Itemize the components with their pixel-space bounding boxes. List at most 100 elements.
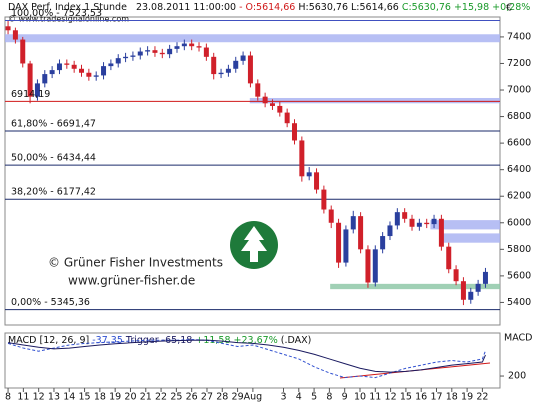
candle-body: [299, 140, 305, 177]
candle-body: [12, 30, 18, 40]
y-tick-label: 7200: [507, 58, 531, 69]
candle-body: [115, 58, 121, 64]
candle-body: [108, 63, 114, 67]
macd-panel: [4, 332, 501, 389]
candle-body: [174, 46, 180, 49]
candle-body: [350, 216, 356, 230]
macd-change: +11,58 +23,67%: [195, 335, 277, 346]
x-tick-label: 11: [369, 392, 381, 403]
zone: [249, 97, 500, 104]
x-tick-label: 12: [33, 392, 45, 403]
candle-body: [336, 222, 342, 263]
x-tick-label: Aug: [244, 392, 263, 403]
candle-body: [394, 212, 400, 226]
logo: [230, 221, 278, 269]
y-tick-label: 5400: [507, 297, 531, 308]
candle-body: [56, 63, 62, 71]
x-tick-label: 20: [124, 392, 136, 403]
x-tick-label: 29: [232, 392, 244, 403]
x-tick-label: 19: [109, 392, 121, 403]
candle-body: [306, 172, 312, 177]
x-tick-label: 19: [461, 392, 473, 403]
x-tick-label: 15: [400, 392, 412, 403]
candle-body: [431, 218, 437, 225]
candle-body: [27, 63, 33, 97]
candle-body: [34, 83, 40, 97]
y-tick-label: 6000: [507, 217, 531, 228]
candle-body: [167, 48, 173, 55]
quote-open: - O:5614,66: [239, 2, 295, 13]
candle-body: [402, 212, 408, 219]
x-tick-label: 5: [311, 392, 317, 403]
candle-body: [343, 229, 349, 263]
candle-body: [233, 60, 239, 69]
macd-axis-label: MACD: [504, 333, 532, 344]
candle-body: [49, 70, 55, 75]
zone: [5, 34, 500, 43]
zone: [330, 283, 500, 290]
candle-body: [475, 283, 481, 292]
candle-body: [145, 50, 151, 52]
x-tick-label: 12: [385, 392, 397, 403]
candle-body: [453, 269, 459, 282]
watermark: www.grüner-fisher.de: [68, 274, 195, 288]
candle-body: [152, 50, 158, 53]
symbol: (.DAX): [281, 335, 312, 346]
x-tick-label: 13: [48, 392, 60, 403]
candle-body: [203, 47, 209, 57]
y-tick-label: 6400: [507, 164, 531, 175]
level-label: 38,20% - 6177,42: [11, 187, 96, 198]
macd-value: -37,35: [92, 335, 123, 346]
candle-body: [218, 72, 224, 75]
candle-body: [71, 64, 77, 69]
candle-body: [358, 216, 364, 250]
x-tick-label: 26: [186, 392, 198, 403]
level-label: 6914,19: [11, 89, 50, 100]
candle-body: [314, 172, 320, 190]
candle-body: [181, 43, 187, 47]
candle-body: [79, 68, 85, 73]
level-label: 100,00% - 7523,53: [11, 8, 102, 19]
candle-body: [247, 55, 253, 84]
level-label: 50,00% - 6434,44: [11, 153, 96, 164]
candle-body: [240, 55, 246, 61]
candle-body: [292, 123, 298, 141]
candle-body: [284, 112, 290, 124]
header: DAX Perf. Index 1 Stunde 23.08.2011 11:0…: [8, 2, 530, 13]
candle-body: [372, 249, 378, 283]
candle-body: [482, 271, 488, 284]
x-tick-label: 17: [430, 392, 442, 403]
y-tick-label: 200: [508, 371, 526, 382]
y-tick-label: 7400: [507, 31, 531, 42]
x-tick-label: 9: [342, 392, 348, 403]
quote-high-low: H:5630,76 L:5614,66: [298, 2, 398, 13]
macd-title: MACD [12, 26, 9]: [8, 335, 89, 346]
candle-body: [130, 55, 136, 57]
x-tick-label: 16: [415, 392, 427, 403]
candle-body: [5, 26, 11, 31]
x-tick-label: 10: [354, 392, 366, 403]
y-tick-label: 5800: [507, 244, 531, 255]
x-tick-label: 15: [79, 392, 91, 403]
candle-body: [438, 218, 444, 247]
x-tick-label: 4: [296, 392, 302, 403]
candle-body: [328, 209, 334, 223]
candle-body: [262, 96, 268, 104]
candle-body: [196, 46, 202, 48]
candle-body: [64, 63, 70, 65]
candle-body: [365, 249, 371, 283]
x-tick-label: 8: [326, 392, 332, 403]
y-tick-label: 7000: [507, 85, 531, 96]
candle-body: [189, 43, 195, 47]
candle-body: [321, 189, 327, 210]
y-tick-label: 6600: [507, 138, 531, 149]
title: DAX Perf. Index 1 Stunde: [8, 2, 127, 13]
zone: [441, 233, 500, 243]
candle-body: [416, 222, 422, 227]
macd-line: [7, 339, 486, 379]
candle-body: [446, 246, 452, 270]
currency: €: [506, 3, 512, 14]
candle-body: [211, 56, 217, 75]
x-tick-label: 25: [170, 392, 182, 403]
